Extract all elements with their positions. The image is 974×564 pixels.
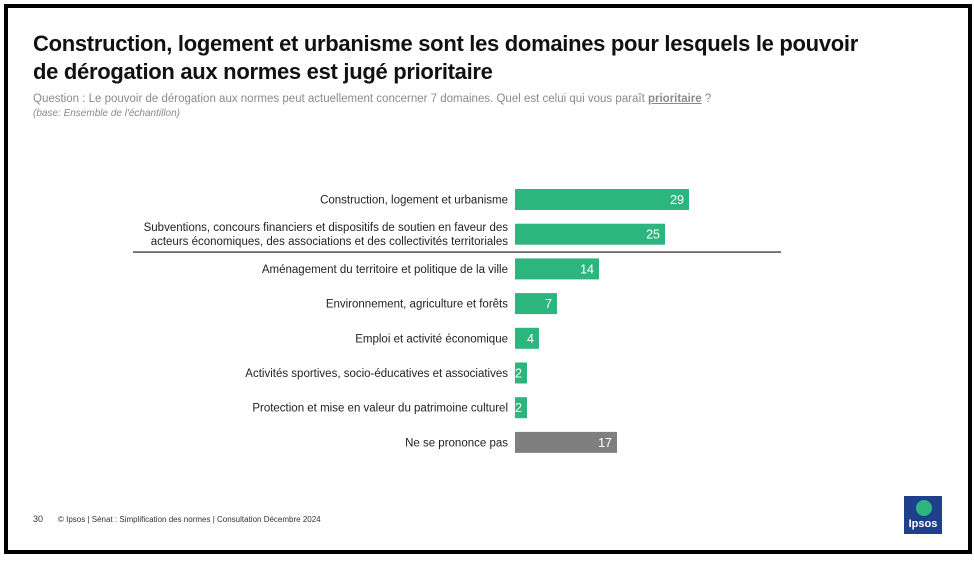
bar-5 [515,362,527,384]
category-label-2: Aménagement du territoire et politique d… [262,264,508,276]
category-label-0: Construction, logement et urbanisme [320,195,508,207]
category-label-3: Environnement, agriculture et forêts [326,299,508,311]
bar-value-5: 2 [515,367,522,381]
question-end: ? [701,93,712,105]
question-body: Question : Le pouvoir de dérogation aux … [33,93,645,105]
logo-text: Ipsos [908,518,938,530]
bar-7 [515,431,617,453]
bar-value-6: 2 [515,401,522,415]
title-line-1: Construction, logement et urbanisme sont… [33,31,858,56]
slide-title: Construction, logement et urbanisme sont… [33,30,933,86]
title-line-2: de dérogation aux normes est jugé priori… [33,59,493,84]
bar-6 [515,397,527,419]
category-label-4: Emploi et activité économique [355,333,508,345]
category-label-7: Ne se prononce pas [405,437,508,449]
bar-value-7: 17 [598,436,612,450]
bar-value-0: 29 [670,193,684,207]
bar-value-4: 4 [527,332,534,346]
bar-value-1: 25 [646,228,660,242]
question-text: Question : Le pouvoir de dérogation aux … [33,93,933,105]
category-label-5: Activités sportives, socio-éducatives et… [245,368,508,380]
logo-dot-icon [916,500,932,516]
bar-4 [515,327,539,349]
bar-0 [515,189,689,210]
base-note: (base: Ensemble de l'échantillon) [33,108,180,119]
page-number: 30 [33,514,44,524]
category-label-1-1: acteurs économiques, des associations et… [151,236,509,248]
category-label-1-0: Subventions, concours financiers et disp… [144,222,509,234]
slide-frame [4,4,972,554]
bar-1 [515,223,665,245]
question-keyword: prioritaire [647,93,702,105]
bar-3 [515,293,557,315]
bar-value-2: 14 [580,262,594,276]
ipsos-logo: Ipsos [904,496,942,534]
bar-2 [515,258,599,280]
footer-source: © Ipsos | Sénat : Simplification des nor… [58,515,321,524]
category-label-6: Protection et mise en valeur du patrimoi… [252,403,508,415]
bar-value-3: 7 [545,297,552,311]
